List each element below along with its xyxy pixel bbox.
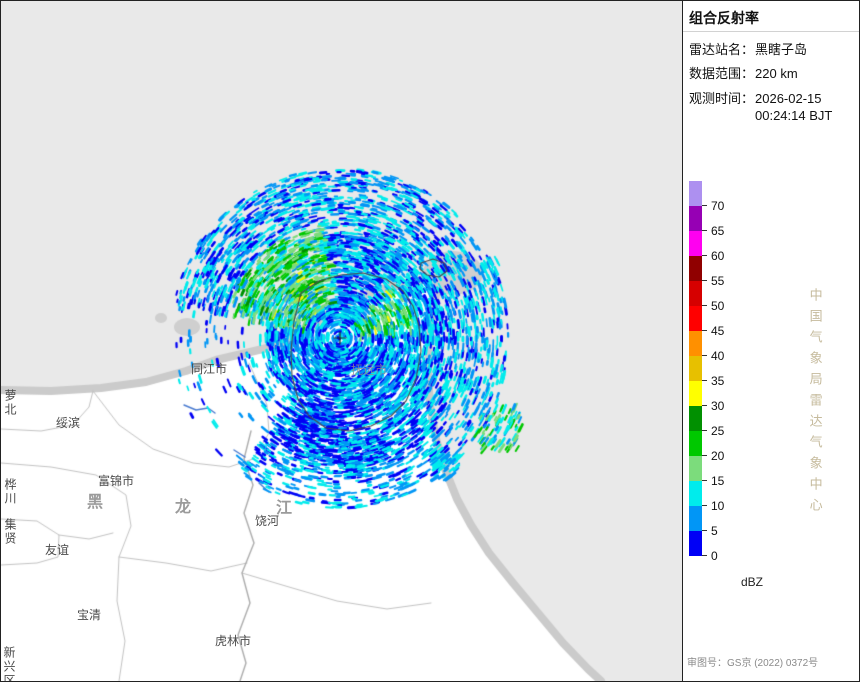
legend-tick: [702, 380, 707, 381]
legend-tick: [702, 505, 707, 506]
legend-tick: [702, 330, 707, 331]
obs-time: 00:24:14 BJT: [755, 108, 833, 123]
radar-map-canvas: [1, 1, 682, 681]
legend-segment: [689, 431, 702, 456]
legend-value-label: 0: [711, 549, 718, 563]
legend-segment: [689, 231, 702, 256]
legend-value-label: 15: [711, 474, 725, 488]
obs-label: 观测时间：: [689, 91, 755, 106]
legend-segment: [689, 506, 702, 531]
legend-tick: [702, 555, 707, 556]
legend-value-label: 60: [711, 249, 725, 263]
legend-tick: [702, 355, 707, 356]
watermark-vertical: 中国气象局雷达气象中心: [807, 288, 823, 519]
map-approval-number: 审图号：GS京 (2022) 0372号: [687, 658, 819, 669]
station-value: 黑瞎子岛: [755, 42, 808, 57]
legend-tick: [702, 205, 707, 206]
reflectivity-legend: 70 65 60 55 50 45 40 35 30 25 20 15 10 5 0: [689, 181, 769, 581]
legend-segment: [689, 356, 702, 381]
legend-value-label: 45: [711, 324, 725, 338]
legend-value-label: 40: [711, 349, 725, 363]
legend-segment: [689, 381, 702, 406]
legend-segment: [689, 281, 702, 306]
info-panel: 组合反射率 雷达站名：黑瞎子岛 数据范围：220 km 观测时间：2026-02…: [683, 1, 859, 681]
legend-tick: [702, 455, 707, 456]
page-title: 组合反射率: [689, 10, 759, 26]
radar-map: 同江市 抚远市 绥滨 富锦市 友谊 宝清 饶河 虎林市 萝北 桦川 集贤 新兴区黑龙江: [1, 1, 683, 681]
legend-value-label: 20: [711, 449, 725, 463]
legend-value-label: 25: [711, 424, 725, 438]
legend-segment: [689, 306, 702, 331]
legend-segment: [689, 206, 702, 231]
obs-row: 观测时间：2026-02-15: [689, 88, 822, 107]
legend-tick: [702, 405, 707, 406]
legend-tick: [702, 280, 707, 281]
legend-segment: [689, 406, 702, 431]
legend-value-label: 10: [711, 499, 725, 513]
legend-segment: [689, 531, 702, 556]
legend-value-label: 30: [711, 399, 725, 413]
legend-value-label: 70: [711, 199, 725, 213]
range-value: 220 km: [755, 66, 798, 81]
legend-tick: [702, 305, 707, 306]
legend-value-label: 65: [711, 224, 725, 238]
range-label: 数据范围：: [689, 66, 755, 81]
legend-segment: [689, 331, 702, 356]
legend-value-label: 50: [711, 299, 725, 313]
range-row: 数据范围：220 km: [689, 63, 798, 82]
legend-value-label: 55: [711, 274, 725, 288]
legend-tick: [702, 530, 707, 531]
legend-tick: [702, 255, 707, 256]
station-label: 雷达站名：: [689, 42, 755, 57]
legend-tick: [702, 230, 707, 231]
legend-value-label: 5: [711, 524, 718, 538]
panel-divider: [683, 31, 859, 32]
legend-segment: [689, 456, 702, 481]
legend-value-label: 35: [711, 374, 725, 388]
obs-date: 2026-02-15: [755, 91, 822, 106]
station-row: 雷达站名：黑瞎子岛: [689, 39, 807, 58]
legend-tick: [702, 430, 707, 431]
legend-tick: [702, 480, 707, 481]
legend-segment: [689, 481, 702, 506]
legend-segment: [689, 256, 702, 281]
legend-segment: [689, 181, 702, 206]
legend-unit-label: dBZ: [741, 575, 764, 589]
